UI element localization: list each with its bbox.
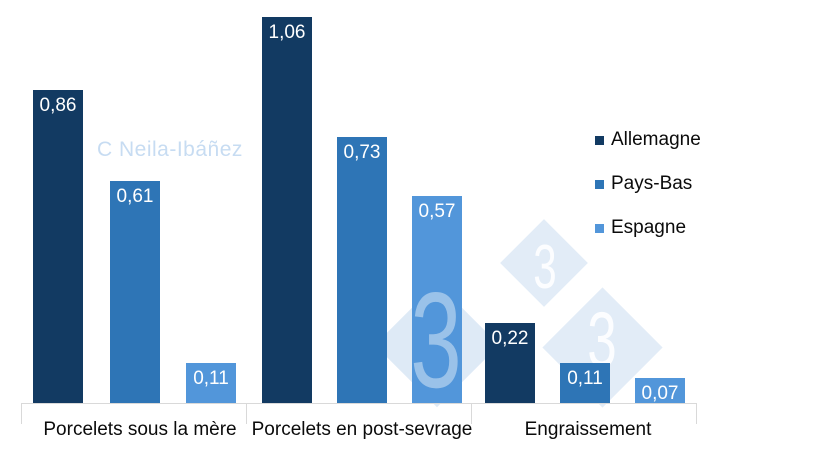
legend-swatch-icon — [595, 135, 604, 145]
watermark-credit: C Neila-Ibáñez — [97, 138, 243, 161]
bar-value-label: 0,86 — [39, 95, 77, 116]
legend-swatch-icon — [595, 179, 604, 189]
bar-value-label: 0,73 — [343, 142, 381, 163]
bar-value-label: 0,61 — [116, 186, 154, 207]
legend-label: Espagne — [611, 217, 687, 238]
x-axis-tick — [471, 403, 472, 424]
category-label: Porcelets sous la mère — [43, 419, 237, 440]
x-axis-tick — [696, 403, 697, 424]
logo-three-glyph: 3 — [533, 233, 557, 302]
bar-pays-bas-2: 0,11 — [560, 363, 610, 403]
category-label: Porcelets en post-sevrage — [251, 419, 473, 440]
bar-value-label: 0,07 — [641, 383, 679, 404]
category-label: Engraissement — [524, 419, 652, 440]
logo-three-glyph: 3 — [410, 264, 462, 416]
bar-value-label: 0,22 — [491, 328, 529, 349]
legend-label: Pays-Bas — [611, 173, 693, 194]
bar-allemagne-1: 1,06 — [262, 17, 312, 403]
bar-allemagne-2: 0,22 — [485, 323, 535, 403]
legend-item-espagne: Espagne — [595, 217, 686, 239]
legend-item-allemagne: Allemagne — [595, 129, 701, 151]
bar-pays-bas-1: 0,73 — [337, 137, 387, 403]
bar-value-label: 0,11 — [567, 368, 603, 389]
x-axis-tick — [246, 403, 247, 424]
bar-pays-bas-0: 0,61 — [110, 181, 160, 403]
bar-espagne-2: 0,07 — [635, 378, 685, 403]
legend-label: Allemagne — [611, 129, 701, 150]
bar-espagne-0: 0,11 — [186, 363, 236, 403]
x-axis-tick — [21, 403, 22, 424]
bar-value-label: 0,11 — [193, 368, 229, 389]
bar-espagne-1: 0,57 — [412, 196, 462, 403]
bar-allemagne-0: 0,86 — [33, 90, 83, 403]
legend-item-pays-bas: Pays-Bas — [595, 173, 692, 195]
bar-value-label: 0,57 — [418, 201, 456, 222]
bar-value-label: 1,06 — [268, 22, 306, 43]
x-axis-line — [21, 403, 697, 404]
legend-swatch-icon — [595, 223, 604, 233]
